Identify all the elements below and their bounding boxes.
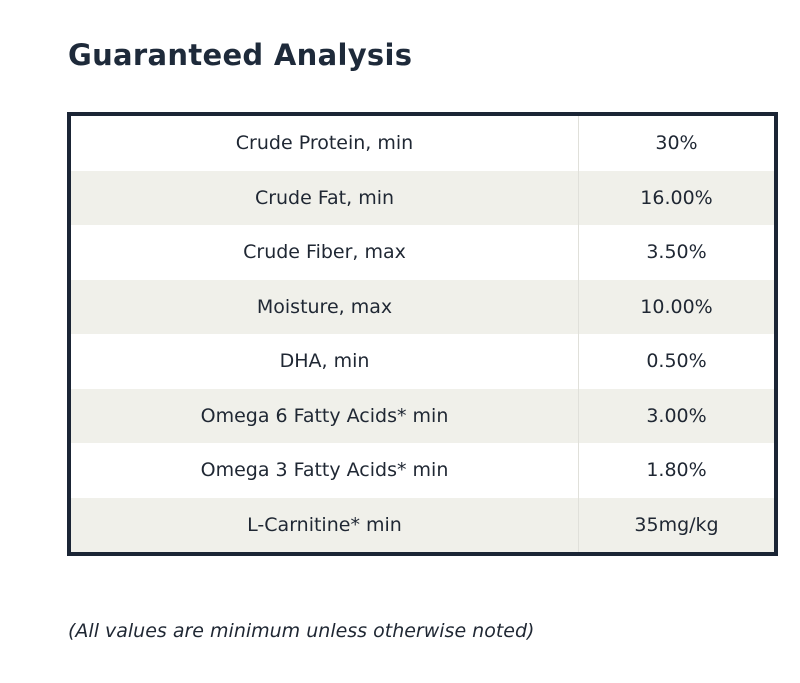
footnote: (All values are minimum unless otherwise…	[68, 620, 535, 642]
nutrient-value: 0.50%	[646, 350, 707, 373]
nutrient-name: Crude Fiber, max	[71, 225, 579, 280]
nutrient-value: 10.00%	[578, 279, 774, 334]
table-row: Omega 3 Fatty Acids* min 1.80%	[71, 443, 774, 498]
nutrient-name: Crude Protein, min	[71, 116, 579, 171]
nutrient-value: 16.00%	[578, 170, 774, 225]
table-row: Crude Protein, min 30%	[71, 116, 774, 171]
nutrient-name: Omega 3 Fatty Acids* min	[71, 443, 579, 498]
nutrient-value: 35mg/kg	[578, 497, 774, 552]
table-row: Omega 6 Fatty Acids* min 3.00%	[71, 388, 774, 443]
nutrient-name: L-Carnitine* min	[71, 497, 579, 552]
nutrient-value: 3.00%	[578, 388, 774, 443]
nutrient-name: DHA, min	[71, 334, 579, 389]
page-title: Guaranteed Analysis	[68, 38, 413, 72]
nutrient-name: Crude Fat, min	[71, 170, 579, 225]
guaranteed-analysis-table: Crude Protein, min 30% Crude Fat, min 16…	[67, 112, 778, 556]
nutrient-value: 30%	[655, 132, 698, 155]
table-row: L-Carnitine* min 35mg/kg	[71, 497, 774, 552]
table-row: Moisture, max 10.00%	[71, 279, 774, 334]
table-row: DHA, min 0.50%	[71, 334, 774, 389]
nutrient-name: Moisture, max	[71, 279, 579, 334]
nutrient-value: 3.50%	[646, 241, 707, 264]
nutrient-name: Omega 6 Fatty Acids* min	[71, 388, 579, 443]
table-row: Crude Fiber, max 3.50%	[71, 225, 774, 280]
nutrient-value: 1.80%	[646, 459, 707, 482]
table-row: Crude Fat, min 16.00%	[71, 170, 774, 225]
